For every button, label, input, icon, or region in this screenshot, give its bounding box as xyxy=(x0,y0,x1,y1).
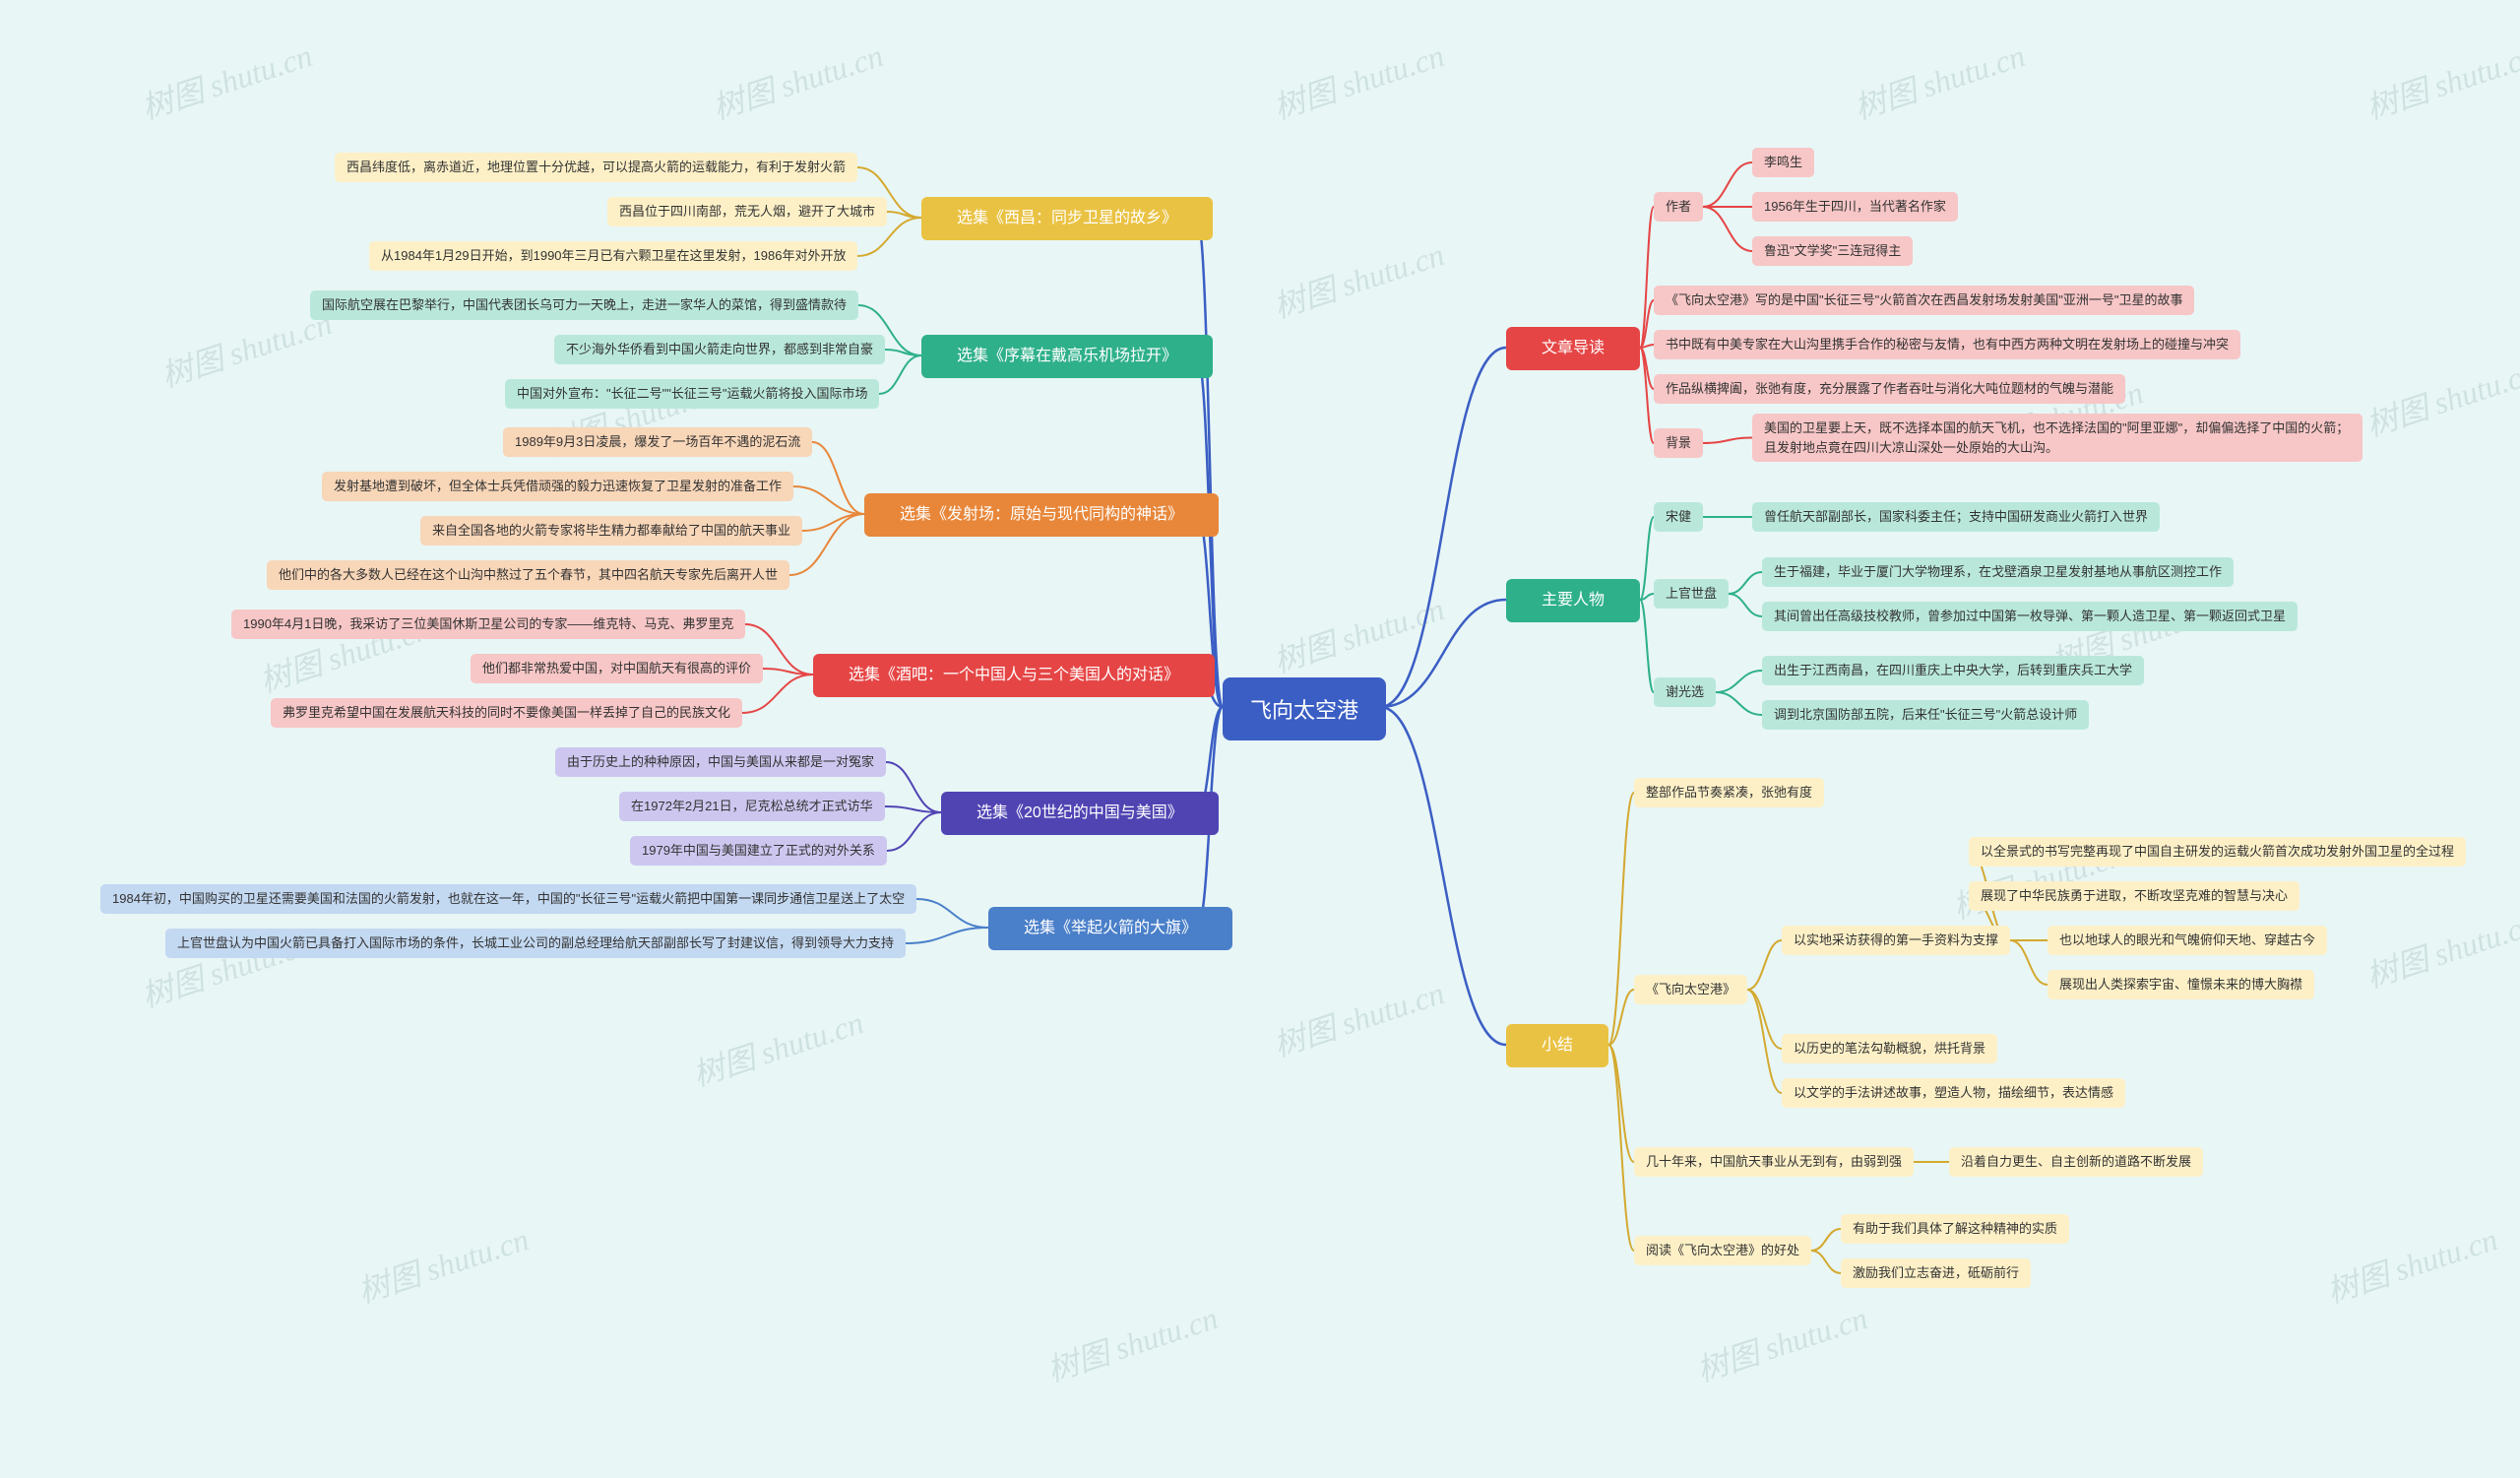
watermark: 树图 shutu.cn xyxy=(2360,348,2520,445)
watermark: 树图 shutu.cn xyxy=(706,31,888,128)
left-branch[interactable]: 选集《序幕在戴高乐机场拉开》 xyxy=(921,335,1213,378)
second-level-node[interactable]: 背景 xyxy=(1654,428,1703,458)
leaf-node[interactable]: 1989年9月3日凌晨，爆发了一场百年不遇的泥石流 xyxy=(503,427,812,457)
right-branch[interactable]: 主要人物 xyxy=(1506,579,1640,622)
leaf-node[interactable]: 1979年中国与美国建立了正式的对外关系 xyxy=(630,836,887,866)
leaf-node[interactable]: 中国对外宣布："长征二号""长征三号"运载火箭将投入国际市场 xyxy=(505,379,879,409)
leaf-node[interactable]: 来自全国各地的火箭专家将毕生精力都奉献给了中国的航天事业 xyxy=(420,516,802,546)
watermark: 树图 shutu.cn xyxy=(2360,31,2520,128)
leaf-node[interactable]: 西昌位于四川南部，荒无人烟，避开了大城市 xyxy=(607,197,887,226)
second-level-node[interactable]: 几十年来，中国航天事业从无到有，由弱到强 xyxy=(1634,1147,1914,1177)
sub-node[interactable]: 有助于我们具体了解这种精神的实质 xyxy=(1841,1214,2069,1244)
left-branch[interactable]: 选集《20世纪的中国与美国》 xyxy=(941,792,1219,835)
second-level-node[interactable]: 作者 xyxy=(1654,192,1703,222)
right-branch[interactable]: 小结 xyxy=(1506,1024,1608,1067)
sub-node[interactable]: 曾任航天部副部长，国家科委主任；支持中国研发商业火箭打入世界 xyxy=(1752,502,2160,532)
watermark: 树图 shutu.cn xyxy=(1267,584,1449,681)
leaf-node[interactable]: 1984年初，中国购买的卫星还需要美国和法国的火箭发射，也就在这一年，中国的"长… xyxy=(100,884,916,914)
sub-node[interactable]: 也以地球人的眼光和气魄俯仰天地、穿越古今 xyxy=(2048,926,2327,955)
leaf-node[interactable]: 不少海外华侨看到中国火箭走向世界，都感到非常自豪 xyxy=(554,335,885,364)
second-level-node[interactable]: 《飞向太空港》 xyxy=(1634,975,1747,1004)
leaf-node[interactable]: 国际航空展在巴黎举行，中国代表团长乌可力一天晚上，走进一家华人的菜馆，得到盛情款… xyxy=(310,290,858,320)
second-level-node[interactable]: 《飞向太空港》写的是中国"长征三号"火箭首次在西昌发射场发射美国"亚洲一号"卫星… xyxy=(1654,286,2194,315)
watermark: 树图 shutu.cn xyxy=(351,1214,534,1312)
left-branch[interactable]: 选集《举起火箭的大旗》 xyxy=(988,907,1232,950)
watermark: 树图 shutu.cn xyxy=(1848,31,2030,128)
second-level-node[interactable]: 宋健 xyxy=(1654,502,1703,532)
sub-node[interactable]: 沿着自力更生、自主创新的道路不断发展 xyxy=(1949,1147,2203,1177)
watermark: 树图 shutu.cn xyxy=(2320,1214,2502,1312)
second-level-node[interactable]: 阅读《飞向太空港》的好处 xyxy=(1634,1236,1811,1265)
sub-node[interactable]: 激励我们立志奋进，砥砺前行 xyxy=(1841,1258,2031,1288)
leaf-node[interactable]: 西昌纬度低，离赤道近，地理位置十分优越，可以提高火箭的运载能力，有利于发射火箭 xyxy=(335,153,857,182)
left-branch[interactable]: 选集《西昌：同步卫星的故乡》 xyxy=(921,197,1213,240)
sub-node[interactable]: 展现出人类探索宇宙、憧憬未来的博大胸襟 xyxy=(2048,970,2314,999)
sub-node[interactable]: 以实地采访获得的第一手资料为支撑 xyxy=(1782,926,2010,955)
leaf-node[interactable]: 他们中的各大多数人已经在这个山沟中熬过了五个春节，其中四名航天专家先后离开人世 xyxy=(267,560,789,590)
second-level-node[interactable]: 上官世盘 xyxy=(1654,579,1729,609)
second-level-node[interactable]: 整部作品节奏紧凑，张弛有度 xyxy=(1634,778,1824,807)
watermark: 树图 shutu.cn xyxy=(1267,229,1449,327)
watermark: 树图 shutu.cn xyxy=(686,997,868,1095)
leaf-node[interactable]: 弗罗里克希望中国在发展航天科技的同时不要像美国一样丢掉了自己的民族文化 xyxy=(271,698,742,728)
sub-node[interactable]: 出生于江西南昌，在四川重庆上中央大学，后转到重庆兵工大学 xyxy=(1762,656,2144,685)
sub-node[interactable]: 鲁迅"文学奖"三连冠得主 xyxy=(1752,236,1913,266)
leaf-node[interactable]: 发射基地遭到破坏，但全体士兵凭借顽强的毅力迅速恢复了卫星发射的准备工作 xyxy=(322,472,793,501)
leaf-node[interactable]: 在1972年2月21日，尼克松总统才正式访华 xyxy=(619,792,885,821)
left-branch[interactable]: 选集《酒吧：一个中国人与三个美国人的对话》 xyxy=(813,654,1215,697)
leaf-node[interactable]: 从1984年1月29日开始，到1990年三月已有六颗卫星在这里发射，1986年对… xyxy=(369,241,857,271)
root-node[interactable]: 飞向太空港 xyxy=(1223,677,1386,740)
right-branch[interactable]: 文章导读 xyxy=(1506,327,1640,370)
watermark: 树图 shutu.cn xyxy=(1690,1293,1872,1390)
sub-node[interactable]: 以历史的笔法勾勒概貌，烘托背景 xyxy=(1782,1034,1997,1063)
leaf-node[interactable]: 1990年4月1日晚，我采访了三位美国休斯卫星公司的专家——维克特、马克、弗罗里… xyxy=(231,610,745,639)
watermark: 树图 shutu.cn xyxy=(1267,968,1449,1065)
sub-node[interactable]: 美国的卫星要上天，既不选择本国的航天飞机，也不选择法国的"阿里亚娜"，却偏偏选择… xyxy=(1752,414,2362,462)
second-level-node[interactable]: 谢光选 xyxy=(1654,677,1716,707)
second-level-node[interactable]: 书中既有中美专家在大山沟里携手合作的秘密与友情，也有中西方两种文明在发射场上的碰… xyxy=(1654,330,2240,359)
sub-node[interactable]: 李鸣生 xyxy=(1752,148,1814,177)
watermark: 树图 shutu.cn xyxy=(2360,899,2520,996)
sub-node[interactable]: 调到北京国防部五院，后来任"长征三号"火箭总设计师 xyxy=(1762,700,2089,730)
watermark: 树图 shutu.cn xyxy=(135,31,317,128)
sub-node[interactable]: 展现了中华民族勇于进取，不断攻坚克难的智慧与决心 xyxy=(1969,881,2300,911)
sub-node[interactable]: 1956年生于四川，当代著名作家 xyxy=(1752,192,1958,222)
leaf-node[interactable]: 上官世盘认为中国火箭已具备打入国际市场的条件，长城工业公司的副总经理给航天部副部… xyxy=(165,929,906,958)
leaf-node[interactable]: 由于历史上的种种原因，中国与美国从来都是一对冤家 xyxy=(555,747,886,777)
sub-node[interactable]: 以全景式的书写完整再现了中国自主研发的运载火箭首次成功发射外国卫星的全过程 xyxy=(1969,837,2466,867)
left-branch[interactable]: 选集《发射场：原始与现代同构的神话》 xyxy=(864,493,1219,537)
sub-node[interactable]: 其间曾出任高级技校教师，曾参加过中国第一枚导弹、第一颗人造卫星、第一颗返回式卫星 xyxy=(1762,602,2298,631)
leaf-node[interactable]: 他们都非常热爱中国，对中国航天有很高的评价 xyxy=(471,654,763,683)
watermark: 树图 shutu.cn xyxy=(1040,1293,1223,1390)
sub-node[interactable]: 以文学的手法讲述故事，塑造人物，描绘细节，表达情感 xyxy=(1782,1078,2125,1108)
sub-node[interactable]: 生于福建，毕业于厦门大学物理系，在戈壁酒泉卫星发射基地从事航区测控工作 xyxy=(1762,557,2234,587)
watermark: 树图 shutu.cn xyxy=(1267,31,1449,128)
second-level-node[interactable]: 作品纵横捭阖，张弛有度，充分展露了作者吞吐与消化大吨位题材的气魄与潜能 xyxy=(1654,374,2125,404)
